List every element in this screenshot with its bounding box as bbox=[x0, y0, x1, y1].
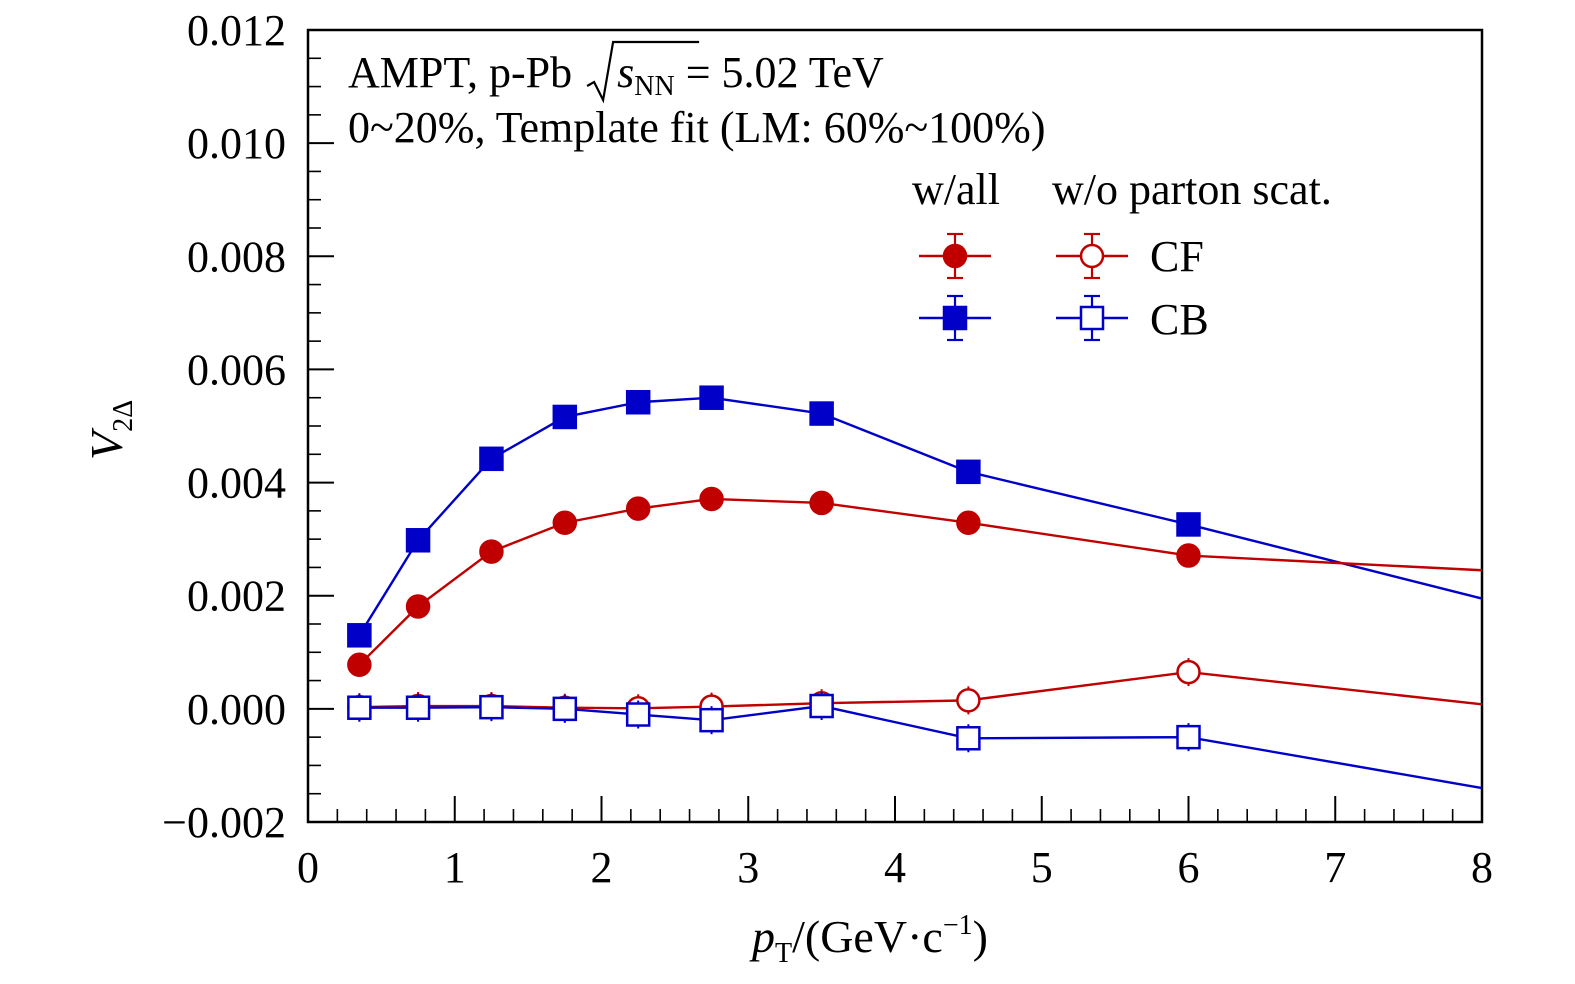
x-tick-label: 0 bbox=[297, 843, 319, 892]
legend-header-with-all: w/all bbox=[912, 165, 1000, 214]
data-point-cb_noscat bbox=[956, 726, 981, 751]
data-point-cb_all bbox=[625, 389, 651, 415]
series-line-cf_noscat bbox=[359, 670, 1483, 710]
data-point-cb_all bbox=[809, 401, 834, 426]
data-point-cf_all bbox=[405, 594, 431, 619]
data-point-cf_all bbox=[625, 496, 651, 521]
y-tick-label: 0.010 bbox=[187, 119, 286, 168]
data-point-cf_all bbox=[347, 652, 372, 677]
x-tick-label: 3 bbox=[737, 843, 759, 892]
legend-marker-cb bbox=[1079, 305, 1105, 331]
sqrt-sign bbox=[586, 40, 700, 104]
legend-marks bbox=[919, 232, 1128, 342]
y-tick-label: −0.002 bbox=[162, 798, 286, 847]
axes: 0 1 2 3 4 5 6 7 8 −0.002 0.000 0.002 0.004 0.006 0.008… bbox=[162, 6, 1493, 892]
annotation-line1: AMPT, p-Pb sNN = 5.02 TeV bbox=[348, 48, 884, 102]
series-line-cb_noscat bbox=[359, 704, 1483, 790]
data-point-cb_all bbox=[479, 446, 504, 472]
data-point-cb_all bbox=[956, 459, 981, 485]
data-point-cf_all bbox=[552, 510, 578, 535]
data-point-cb_noscat bbox=[347, 695, 372, 720]
legend-marker-cf bbox=[942, 243, 968, 269]
data-point-cb_noscat bbox=[699, 707, 724, 733]
data-point-cf_noscat bbox=[1176, 659, 1201, 685]
data-point-cf_all bbox=[1176, 543, 1201, 568]
y-tick-label: 0.008 bbox=[187, 232, 286, 281]
y-tick-label: 0.012 bbox=[187, 6, 286, 55]
data-point-cb_all bbox=[405, 528, 431, 553]
x-tick-label: 7 bbox=[1324, 843, 1346, 892]
data-point-cb_all bbox=[699, 385, 724, 410]
x-tick-label: 2 bbox=[591, 843, 613, 892]
plot-series bbox=[347, 385, 1483, 790]
data-point-cb_all bbox=[347, 623, 372, 648]
series-line-cf_all bbox=[358, 497, 1483, 666]
legend-label-cb: CB bbox=[1150, 295, 1209, 344]
data-point-cb_noscat bbox=[625, 702, 651, 727]
data-point-cf_all bbox=[956, 510, 981, 535]
legend-marker-cb bbox=[942, 305, 968, 331]
data-point-cb_noscat bbox=[552, 696, 578, 722]
data-point-cf_all bbox=[809, 490, 834, 516]
x-axis-label: pT/(GeV·c−1) bbox=[749, 910, 988, 969]
data-point-cb_all bbox=[552, 404, 578, 430]
x-tick-label: 1 bbox=[444, 843, 466, 892]
x-tick-label: 5 bbox=[1031, 843, 1053, 892]
legend-marker-cf bbox=[1079, 243, 1105, 269]
x-tick-label: 4 bbox=[884, 843, 906, 892]
data-point-cf_all bbox=[479, 539, 504, 564]
data-point-cb_noscat bbox=[405, 695, 431, 720]
x-tick-label: 8 bbox=[1471, 843, 1493, 892]
y-tick-label: 0.002 bbox=[187, 572, 286, 621]
data-point-cb_noscat bbox=[809, 693, 834, 719]
y-axis-label: V2Δ bbox=[81, 400, 139, 460]
x-tick-label: 6 bbox=[1178, 843, 1200, 892]
data-point-cb_noscat bbox=[1176, 724, 1201, 750]
data-point-cf_noscat bbox=[956, 688, 981, 713]
legend-header-without-parton-scattering: w/o parton scat. bbox=[1052, 165, 1332, 214]
data-point-cb_noscat bbox=[479, 694, 504, 720]
data-point-cb_all bbox=[1176, 512, 1201, 537]
y-tick-label: 0.004 bbox=[187, 459, 286, 508]
data-point-cf_all bbox=[699, 486, 724, 512]
y-tick-label: 0.006 bbox=[187, 345, 286, 394]
series-line-cb_all bbox=[358, 396, 1483, 636]
y-tick-label: 0.000 bbox=[187, 685, 286, 734]
legend-label-cf: CF bbox=[1150, 232, 1204, 281]
annotation-line2: 0~20%, Template fit (LM: 60%~100%) bbox=[348, 103, 1045, 152]
